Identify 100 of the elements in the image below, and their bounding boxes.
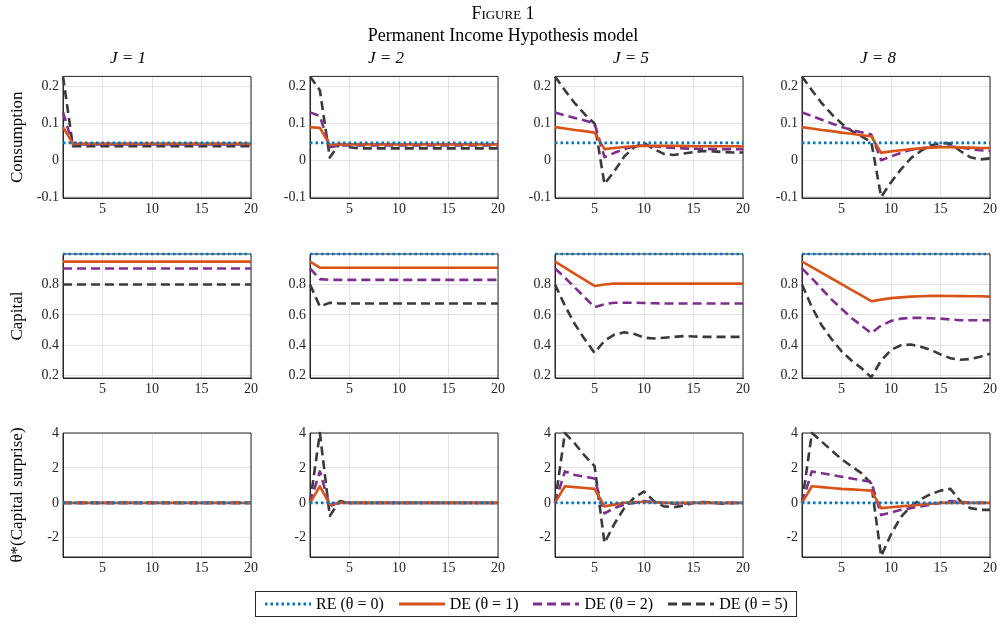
- y-tick-label: 0.1: [533, 115, 551, 131]
- chart-title: J = 5: [612, 47, 650, 67]
- y-tick-label: 0.8: [288, 276, 306, 292]
- chart-title: J = 8: [859, 47, 897, 67]
- x-tick-label: 5: [346, 560, 354, 576]
- y-tick-label: 0.8: [41, 276, 59, 292]
- x-tick-label: 5: [591, 381, 599, 397]
- y-tick-label: 0.2: [533, 78, 551, 94]
- chart-title: J = 2: [367, 47, 405, 67]
- x-tick-label: 15: [933, 201, 948, 217]
- x-tick-label: 10: [145, 560, 160, 576]
- y-tick-label: 4: [544, 424, 551, 440]
- y-tick-label: 0: [52, 151, 59, 167]
- y-tick-label: -2: [539, 529, 551, 545]
- x-tick-label: 10: [637, 381, 652, 397]
- x-tick-label: 10: [392, 381, 407, 397]
- y-tick-label: -0.1: [775, 188, 798, 204]
- y-tick-label: -2: [786, 529, 798, 545]
- x-tick-label: 15: [194, 381, 209, 397]
- y-tick-label: 0.4: [41, 336, 59, 352]
- y-tick-label: 0.2: [533, 367, 551, 383]
- legend-label: DE (θ = 1): [449, 595, 519, 613]
- x-tick-label: 20: [244, 201, 258, 217]
- y-tick-label: 0.8: [533, 276, 551, 292]
- x-tick-label: 20: [983, 560, 997, 576]
- y-tick-label: 0: [791, 151, 798, 167]
- x-tick-label: 10: [392, 201, 407, 217]
- x-tick-label: 5: [591, 201, 599, 217]
- y-tick-label: 0: [52, 494, 59, 510]
- y-tick-label: 4: [791, 424, 798, 440]
- y-tick-label: -2: [294, 529, 306, 545]
- y-tick-label: 0.2: [780, 367, 798, 383]
- x-tick-label: 15: [933, 381, 948, 397]
- x-tick-label: 20: [736, 201, 750, 217]
- x-tick-label: 20: [244, 560, 258, 576]
- x-tick-label: 5: [838, 381, 846, 397]
- x-tick-label: 10: [884, 560, 899, 576]
- x-tick-label: 5: [591, 560, 599, 576]
- x-tick-label: 5: [99, 560, 107, 576]
- y-axis-title: Capital: [6, 291, 26, 341]
- y-tick-label: 0: [544, 151, 551, 167]
- x-tick-label: 5: [838, 560, 846, 576]
- y-tick-label: 0.2: [288, 78, 306, 94]
- y-tick-label: 2: [544, 459, 551, 475]
- y-tick-label: -0.1: [283, 188, 306, 204]
- y-tick-label: 2: [52, 459, 59, 475]
- y-tick-label: 0.1: [41, 115, 59, 131]
- x-tick-label: 10: [884, 201, 899, 217]
- y-tick-label: 0.6: [41, 306, 59, 322]
- y-tick-label: 0.4: [288, 336, 306, 352]
- y-tick-label: 2: [791, 459, 798, 475]
- x-tick-label: 20: [491, 201, 505, 217]
- y-tick-label: -2: [47, 529, 59, 545]
- chart-title: J = 1: [109, 47, 147, 67]
- y-tick-label: -0.1: [528, 188, 551, 204]
- x-tick-label: 15: [933, 560, 948, 576]
- y-tick-label: 0.2: [288, 367, 306, 383]
- y-tick-label: 0.2: [780, 78, 798, 94]
- y-tick-label: 0.6: [288, 306, 306, 322]
- legend-label: RE (θ = 0): [316, 595, 384, 613]
- x-tick-label: 15: [194, 201, 209, 217]
- y-tick-label: 4: [52, 424, 59, 440]
- x-tick-label: 15: [686, 560, 701, 576]
- x-tick-label: 20: [491, 560, 505, 576]
- x-tick-label: 20: [736, 560, 750, 576]
- y-axis-title: θ*(Capital surprise): [6, 427, 26, 563]
- y-tick-label: 0.1: [780, 115, 798, 131]
- y-tick-label: 0: [791, 494, 798, 510]
- x-tick-label: 20: [491, 381, 505, 397]
- y-tick-label: -0.1: [36, 188, 59, 204]
- x-tick-label: 10: [145, 201, 160, 217]
- legend-label: DE (θ = 5): [719, 595, 788, 613]
- x-tick-label: 20: [983, 201, 997, 217]
- text: Permanent Income Hypothesis model: [366, 24, 640, 46]
- y-tick-label: 4: [299, 424, 306, 440]
- y-tick-label: 0.8: [780, 276, 798, 292]
- y-tick-label: 0.2: [41, 367, 59, 383]
- x-tick-label: 5: [346, 381, 354, 397]
- x-tick-label: 10: [145, 381, 160, 397]
- y-tick-label: 0.2: [41, 78, 59, 94]
- x-tick-label: 10: [884, 381, 899, 397]
- x-tick-label: 15: [441, 201, 456, 217]
- y-tick-label: 2: [299, 459, 306, 475]
- x-tick-label: 10: [392, 560, 407, 576]
- legend-label: DE (θ = 2): [584, 595, 654, 613]
- x-tick-label: 20: [244, 381, 258, 397]
- x-tick-label: 10: [637, 560, 652, 576]
- x-tick-label: 20: [736, 381, 750, 397]
- y-tick-label: 0.4: [533, 336, 551, 352]
- y-tick-label: 0: [544, 494, 551, 510]
- x-tick-label: 5: [346, 201, 354, 217]
- caption: Figure 1: [470, 2, 536, 24]
- y-tick-label: 0.1: [288, 115, 306, 131]
- x-tick-label: 5: [838, 201, 846, 217]
- x-tick-label: 20: [983, 381, 997, 397]
- x-tick-label: 15: [441, 381, 456, 397]
- y-tick-label: 0.6: [533, 306, 551, 322]
- x-tick-label: 15: [194, 560, 209, 576]
- y-tick-label: 0.4: [780, 336, 798, 352]
- y-axis-title: Consumption: [6, 90, 26, 184]
